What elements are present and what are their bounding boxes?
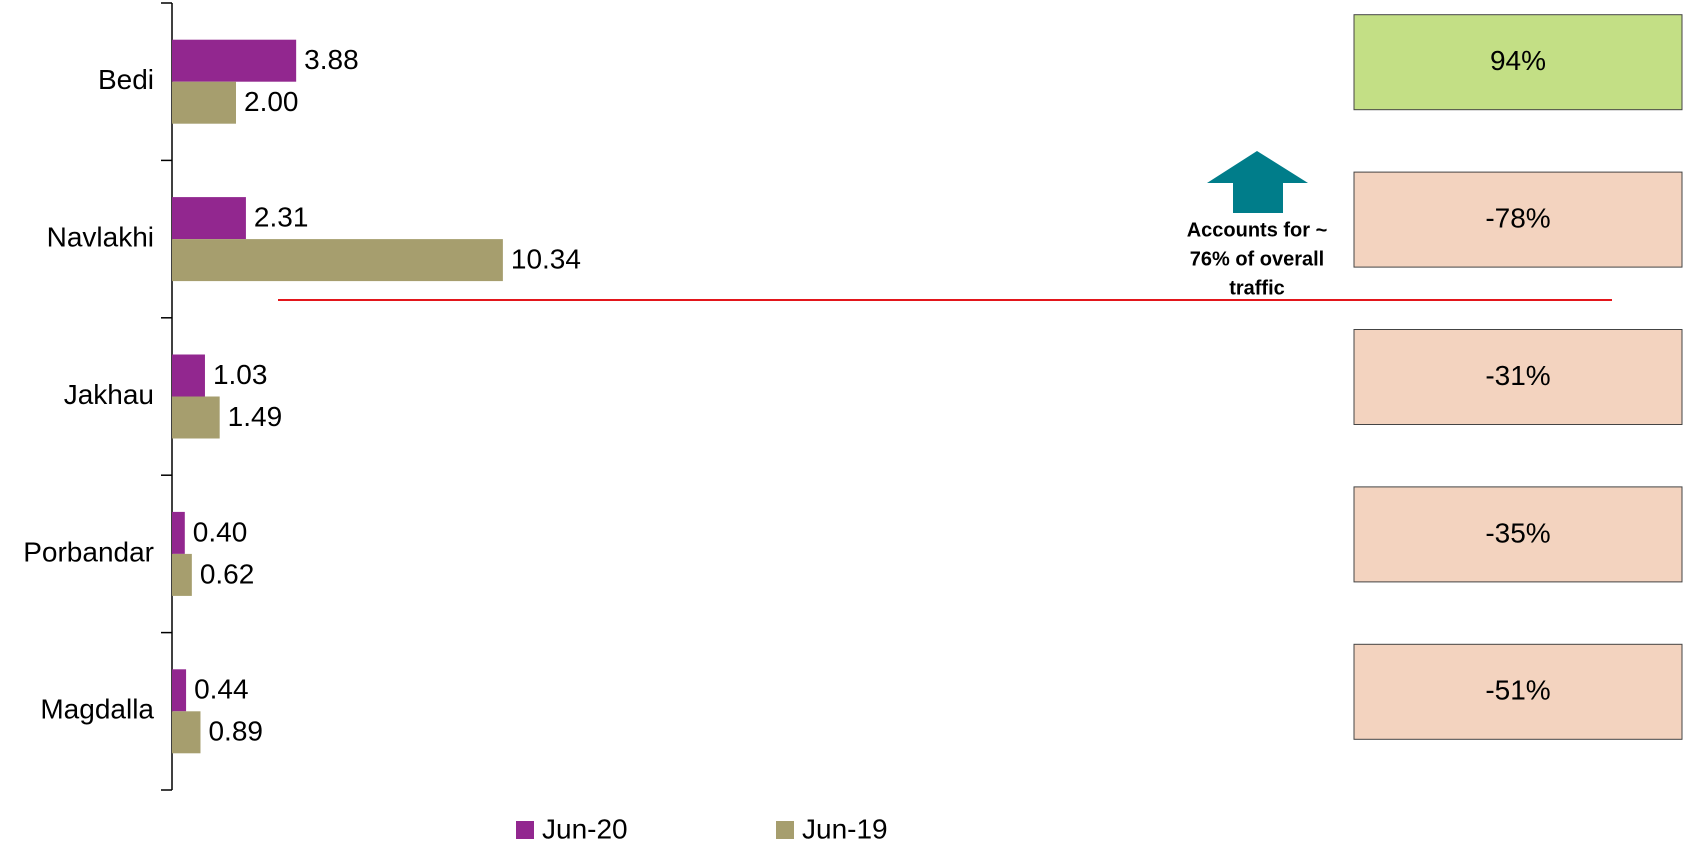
data-label: 1.03 (213, 359, 268, 390)
data-label: 0.62 (200, 558, 255, 589)
change-box (1353, 643, 1683, 740)
data-label: 2.00 (244, 86, 299, 117)
data-label: 0.89 (208, 716, 262, 747)
bar (172, 197, 246, 240)
legend-label: Jun-19 (802, 813, 888, 843)
arrow (1207, 151, 1308, 213)
category-label: Porbandar (23, 536, 154, 567)
change-box (1353, 329, 1683, 425)
bar (172, 81, 236, 124)
bar (172, 511, 185, 554)
change-label: 94% (1490, 45, 1546, 76)
change-label: -31% (1485, 360, 1550, 391)
bar (172, 669, 187, 712)
change-label: -78% (1485, 202, 1550, 233)
category-label: Jakhau (64, 379, 154, 410)
annotation: Accounts for ~ (1187, 219, 1328, 241)
bar (172, 711, 201, 754)
legend-label: Jun-20 (542, 813, 628, 843)
data-label: 0.40 (193, 516, 248, 547)
category-label: Magdalla (40, 694, 154, 725)
annotation: 76% of overall (1190, 248, 1325, 270)
bar (172, 39, 297, 82)
change-box (1353, 171, 1683, 268)
data-label: 3.88 (304, 44, 359, 75)
change-box (1353, 486, 1683, 583)
change-box (1353, 14, 1683, 111)
category-label: Bedi (98, 64, 154, 95)
legend-swatch (516, 821, 534, 839)
legend-swatch (776, 821, 794, 839)
change-label: -35% (1485, 517, 1550, 548)
data-label: 0.44 (194, 674, 249, 705)
change-label: -51% (1485, 675, 1550, 706)
bar (172, 239, 503, 282)
bar (172, 553, 192, 596)
annotation: traffic (1229, 277, 1285, 299)
bar (172, 396, 220, 439)
data-label: 2.31 (254, 201, 308, 232)
data-label: 10.34 (511, 243, 581, 274)
data-label: 1.49 (228, 401, 283, 432)
category-label: Navlakhi (47, 221, 154, 252)
bar (172, 354, 205, 397)
